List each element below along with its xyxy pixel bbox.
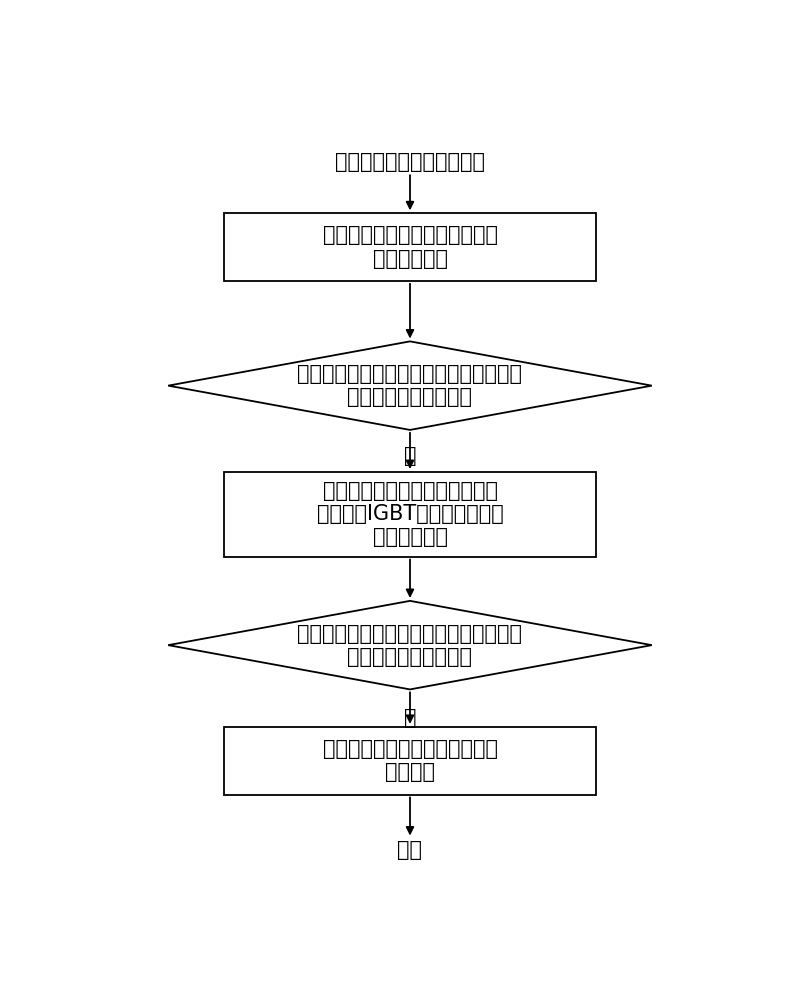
- Bar: [224, 472, 596, 557]
- Polygon shape: [168, 601, 652, 689]
- Text: 是: 是: [404, 446, 416, 466]
- Text: 电机输出扭矩降低至目标输出扭
矩，降低IGBT开光管的工作频
率，重新计时: 电机输出扭矩降低至目标输出扭 矩，降低IGBT开光管的工作频 率，重新计时: [317, 481, 503, 547]
- Text: 判断电机在目标输出扭矩下持续运行时间
是否大于第二设定时长: 判断电机在目标输出扭矩下持续运行时间 是否大于第二设定时长: [298, 624, 522, 667]
- Text: 退出: 退出: [398, 840, 422, 860]
- Text: 电机转速在堵转转速范围内: 电机转速在堵转转速范围内: [335, 152, 485, 172]
- Text: 确定电机堵转故障，并上报堵转
故障信息: 确定电机堵转故障，并上报堵转 故障信息: [322, 739, 498, 782]
- Bar: [224, 727, 596, 795]
- Text: 判断电机在最大输出扭矩下持续运行时间
是否大于第一设定时长: 判断电机在最大输出扭矩下持续运行时间 是否大于第一设定时长: [298, 364, 522, 407]
- Bar: [224, 213, 596, 281]
- Text: 是: 是: [404, 708, 416, 728]
- Polygon shape: [168, 341, 652, 430]
- Text: 当电机输出扭矩为最大输出扭矩
时，开始计时: 当电机输出扭矩为最大输出扭矩 时，开始计时: [322, 225, 498, 269]
